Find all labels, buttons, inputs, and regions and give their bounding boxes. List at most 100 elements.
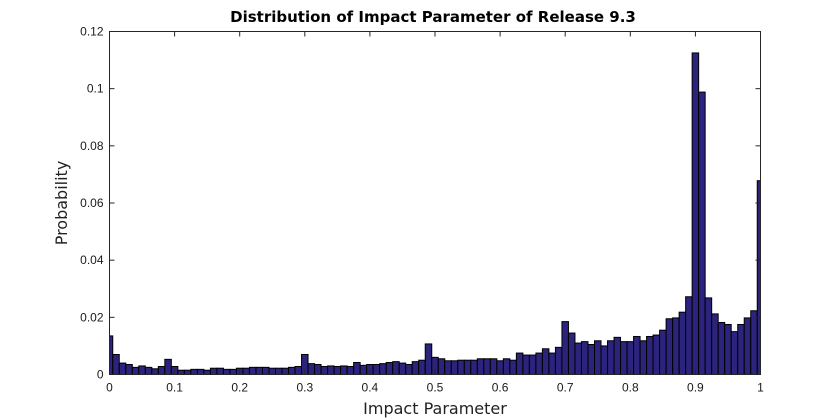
histogram-bar bbox=[385, 362, 394, 375]
x-tick-label: 0.7 bbox=[557, 381, 574, 395]
bar-group bbox=[109, 52, 761, 376]
histogram-bar bbox=[685, 296, 693, 375]
histogram-bar bbox=[222, 368, 231, 375]
histogram-bar bbox=[164, 358, 172, 376]
histogram-bar bbox=[567, 332, 576, 375]
histogram-bar bbox=[698, 91, 706, 375]
histogram-bar bbox=[307, 363, 316, 376]
histogram-bar bbox=[327, 365, 335, 375]
x-tick-label: 0.8 bbox=[622, 381, 639, 395]
histogram-bar bbox=[691, 52, 700, 375]
y-tick-label: 0.1 bbox=[87, 82, 104, 96]
histogram-bar bbox=[457, 359, 465, 375]
histogram-bar bbox=[587, 343, 595, 375]
plot-frame bbox=[109, 31, 761, 375]
histogram-bar bbox=[144, 366, 153, 376]
histogram-bar bbox=[750, 310, 758, 376]
histogram-bar bbox=[372, 364, 381, 375]
histogram-bar bbox=[281, 367, 290, 375]
x-tick-label: 0.1 bbox=[166, 381, 183, 395]
histogram-bar bbox=[444, 360, 452, 375]
x-tick-label: 0.2 bbox=[231, 381, 248, 395]
x-tick-label: 0.9 bbox=[687, 381, 704, 395]
histogram-bar bbox=[151, 368, 159, 375]
histogram-bar bbox=[196, 368, 205, 375]
histogram-bar bbox=[561, 321, 569, 375]
histogram-bar bbox=[118, 362, 127, 376]
histogram-bar bbox=[216, 367, 224, 375]
histogram-bar bbox=[353, 362, 361, 375]
histogram-bar bbox=[418, 359, 426, 375]
histogram-bar bbox=[392, 361, 400, 376]
histogram-bar bbox=[620, 341, 628, 376]
histogram-bar bbox=[242, 367, 250, 375]
histogram-bar bbox=[515, 352, 524, 375]
chart-title: Distribution of Impact Parameter of Rele… bbox=[230, 8, 636, 26]
y-tick-label: 0.06 bbox=[80, 196, 104, 210]
histogram-bar bbox=[261, 366, 270, 376]
histogram-bar bbox=[574, 342, 582, 375]
histogram-bar bbox=[268, 367, 277, 375]
histogram-bar bbox=[138, 365, 146, 375]
histogram-bar bbox=[580, 341, 589, 376]
histogram-bar bbox=[255, 366, 263, 376]
histogram-bar bbox=[554, 346, 563, 376]
histogram-bar bbox=[659, 329, 667, 376]
x-tick-label: 0.4 bbox=[362, 381, 379, 395]
histogram-bar bbox=[646, 335, 654, 376]
histogram-bar bbox=[717, 321, 726, 376]
histogram-bar bbox=[489, 358, 498, 375]
histogram-bar bbox=[678, 311, 687, 376]
histogram-bar bbox=[320, 366, 329, 375]
histogram-bar bbox=[476, 358, 485, 375]
x-axis-label: Impact Parameter bbox=[363, 399, 507, 418]
histogram-bar bbox=[652, 334, 661, 375]
histogram-bar bbox=[346, 366, 355, 375]
histogram-bar bbox=[502, 358, 511, 375]
y-tick-label: 0.08 bbox=[80, 139, 104, 153]
x-axis: 0 0.1 0.2 0.3 0.4 0.5 0.6 0.7 0.8 0.9 1 bbox=[106, 31, 764, 395]
histogram-bar bbox=[424, 343, 433, 376]
y-axis: 0 0.02 0.04 0.06 0.08 0.1 0.12 bbox=[80, 25, 761, 382]
y-tick-label: 0.04 bbox=[80, 253, 104, 267]
histogram-bar bbox=[633, 335, 641, 376]
histogram-bar bbox=[743, 317, 752, 375]
histogram-bar bbox=[548, 352, 556, 375]
histogram-bar bbox=[639, 340, 648, 375]
histogram-bar bbox=[314, 364, 322, 375]
histogram-bar bbox=[333, 366, 342, 375]
histogram-bar bbox=[672, 317, 680, 375]
histogram-bar bbox=[190, 368, 198, 375]
histogram-bar bbox=[288, 366, 296, 376]
histogram-bar bbox=[183, 369, 192, 375]
histogram-bar bbox=[463, 359, 472, 375]
histogram-bar bbox=[437, 358, 446, 375]
histogram-bar bbox=[125, 364, 133, 375]
histogram-bar bbox=[711, 313, 719, 375]
histogram-bar bbox=[379, 363, 387, 376]
histogram-bar bbox=[229, 368, 237, 375]
histogram-bar bbox=[209, 367, 218, 375]
histogram-bar bbox=[177, 369, 185, 375]
histogram-bar bbox=[600, 345, 609, 376]
histogram-bar bbox=[483, 358, 491, 375]
histogram-bar bbox=[704, 297, 713, 375]
histogram-bar bbox=[203, 369, 211, 375]
histogram-bar bbox=[528, 354, 537, 375]
histogram-bar bbox=[541, 348, 550, 375]
histogram-bar bbox=[607, 340, 615, 375]
histogram-bar bbox=[340, 365, 348, 375]
y-tick-label: 0.02 bbox=[80, 310, 104, 324]
histogram-bar bbox=[509, 359, 517, 375]
histogram-bar bbox=[112, 353, 120, 375]
x-tick-label: 0.6 bbox=[492, 381, 509, 395]
histogram-bar bbox=[294, 366, 303, 375]
histogram-bar bbox=[157, 366, 166, 375]
x-tick-label: 0.3 bbox=[296, 381, 313, 395]
histogram-bar bbox=[737, 323, 745, 376]
histogram-bar bbox=[359, 364, 368, 376]
y-tick-label: 0.12 bbox=[80, 25, 104, 39]
x-tick-label: 0 bbox=[106, 381, 113, 395]
histogram-bar bbox=[535, 352, 543, 375]
